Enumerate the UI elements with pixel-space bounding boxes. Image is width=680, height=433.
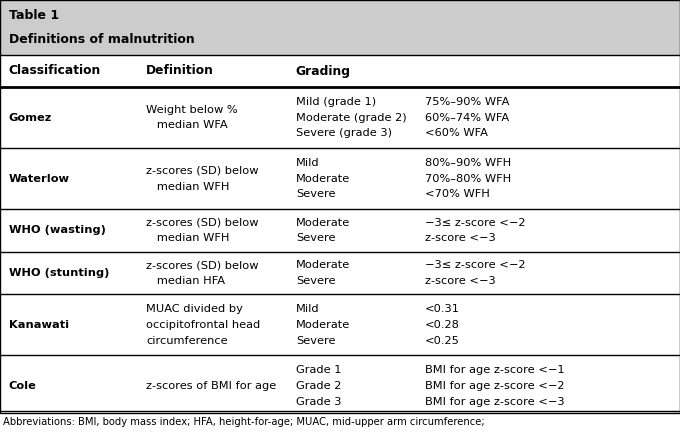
Text: 80%–90% WFH: 80%–90% WFH bbox=[425, 158, 511, 168]
Text: <0.28: <0.28 bbox=[425, 320, 460, 330]
Text: Mild: Mild bbox=[296, 158, 320, 168]
Text: Definition: Definition bbox=[146, 65, 214, 78]
Text: Abbreviations: BMI, body mass index; HFA, height-for-age; MUAC, mid-upper arm ci: Abbreviations: BMI, body mass index; HFA… bbox=[3, 417, 485, 427]
Text: Grade 2: Grade 2 bbox=[296, 381, 341, 391]
Text: Severe: Severe bbox=[296, 336, 335, 346]
Text: <0.25: <0.25 bbox=[425, 336, 460, 346]
Text: Gomez: Gomez bbox=[9, 113, 52, 123]
Text: <70% WFH: <70% WFH bbox=[425, 189, 490, 199]
Text: Cole: Cole bbox=[9, 381, 37, 391]
Text: WHO (stunting): WHO (stunting) bbox=[9, 268, 109, 278]
Text: 60%–74% WFA: 60%–74% WFA bbox=[425, 113, 509, 123]
Text: −3≤ z-score <−2: −3≤ z-score <−2 bbox=[425, 218, 526, 228]
Text: occipitofrontal head: occipitofrontal head bbox=[146, 320, 260, 330]
Text: median WFH: median WFH bbox=[146, 181, 230, 191]
Text: Moderate (grade 2): Moderate (grade 2) bbox=[296, 113, 407, 123]
Text: Severe: Severe bbox=[296, 189, 335, 199]
Text: z-score <−3: z-score <−3 bbox=[425, 276, 496, 286]
Text: Definitions of malnutrition: Definitions of malnutrition bbox=[9, 33, 194, 46]
Text: z-scores (SD) below: z-scores (SD) below bbox=[146, 218, 258, 228]
Text: Table 1: Table 1 bbox=[9, 9, 59, 22]
Text: Waterlow: Waterlow bbox=[9, 174, 70, 184]
Text: BMI for age z-score <−1: BMI for age z-score <−1 bbox=[425, 365, 564, 375]
Text: Mild: Mild bbox=[296, 304, 320, 314]
Text: z-scores of BMI for age: z-scores of BMI for age bbox=[146, 381, 277, 391]
Text: Grade 3: Grade 3 bbox=[296, 397, 341, 407]
Text: <60% WFA: <60% WFA bbox=[425, 128, 488, 138]
Text: Severe: Severe bbox=[296, 276, 335, 286]
Text: Kanawati: Kanawati bbox=[9, 320, 69, 330]
Text: Moderate: Moderate bbox=[296, 320, 350, 330]
Text: z-scores (SD) below: z-scores (SD) below bbox=[146, 166, 258, 176]
Text: Grade 1: Grade 1 bbox=[296, 365, 341, 375]
Text: Severe (grade 3): Severe (grade 3) bbox=[296, 128, 392, 138]
Text: median WFA: median WFA bbox=[146, 120, 228, 130]
Text: Moderate: Moderate bbox=[296, 174, 350, 184]
Text: Grading: Grading bbox=[296, 65, 351, 78]
Text: <0.31: <0.31 bbox=[425, 304, 460, 314]
Text: Severe: Severe bbox=[296, 233, 335, 243]
Text: BMI for age z-score <−3: BMI for age z-score <−3 bbox=[425, 397, 564, 407]
Text: MUAC divided by: MUAC divided by bbox=[146, 304, 243, 314]
Text: 75%–90% WFA: 75%–90% WFA bbox=[425, 97, 509, 107]
Text: WHO (wasting): WHO (wasting) bbox=[9, 226, 105, 236]
Text: Weight below %: Weight below % bbox=[146, 105, 238, 115]
Text: z-scores (SD) below: z-scores (SD) below bbox=[146, 260, 258, 270]
Text: Moderate: Moderate bbox=[296, 260, 350, 270]
Text: z-score <−3: z-score <−3 bbox=[425, 233, 496, 243]
Text: median HFA: median HFA bbox=[146, 276, 225, 286]
Text: BMI for age z-score <−2: BMI for age z-score <−2 bbox=[425, 381, 564, 391]
Text: circumference: circumference bbox=[146, 336, 228, 346]
Text: Classification: Classification bbox=[9, 65, 101, 78]
Text: 70%–80% WFH: 70%–80% WFH bbox=[425, 174, 511, 184]
Text: Moderate: Moderate bbox=[296, 218, 350, 228]
Text: −3≤ z-score <−2: −3≤ z-score <−2 bbox=[425, 260, 526, 270]
Text: median WFH: median WFH bbox=[146, 233, 230, 243]
Bar bbox=[0, 0, 680, 55]
Text: Mild (grade 1): Mild (grade 1) bbox=[296, 97, 376, 107]
